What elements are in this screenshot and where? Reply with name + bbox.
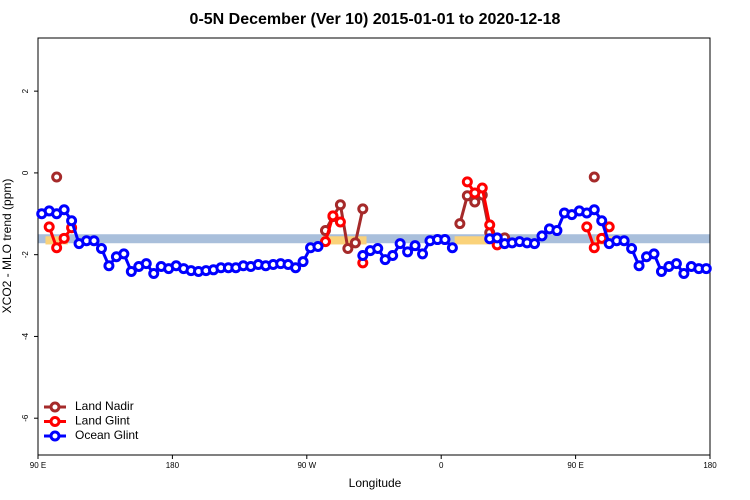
y-tick-label: 2 [21,88,30,93]
series-point [327,210,339,222]
legend-marker [49,401,61,413]
y-tick-label: -2 [21,251,30,259]
series-point [297,256,309,268]
series-point [334,199,346,211]
series-point [648,248,660,260]
series-point [626,243,638,255]
land-band [321,236,367,245]
series-point [95,243,107,255]
legend-marker [49,416,61,427]
series-point [596,215,608,227]
y-tick-label: -6 [21,414,30,422]
series-point [51,242,63,254]
y-axis-label: XCO2 - MLO trend (ppm) [0,179,14,314]
legend-label: Ocean Glint [75,428,139,442]
series-point [312,241,324,252]
series-point [394,238,406,250]
x-axis-label: Longitude [349,476,402,490]
series-point [103,260,115,272]
series-point [417,248,429,260]
series-point [58,204,70,216]
series-point [439,234,451,246]
legend-label: Land Glint [75,414,130,428]
series-point [387,249,399,261]
series-point [342,243,354,255]
series-point [461,176,473,188]
x-tick-label: 90 E [30,461,46,470]
series-point [588,171,600,183]
series-point [140,258,152,270]
series-point [655,265,667,277]
series-point [290,262,302,274]
plot-frame [37,37,711,456]
series-point [357,249,369,261]
series-point [51,171,63,183]
series-point [588,242,600,254]
series-point [596,232,608,244]
series-point [529,238,541,250]
series-point [678,267,690,279]
series-point [469,196,481,208]
series-point [409,240,421,252]
series-point [349,237,361,249]
series-point [58,232,70,244]
series-point [700,263,712,275]
land-band [454,236,510,245]
land-band [45,236,68,245]
series-point [618,235,630,247]
y-tick-label: 0 [21,170,30,175]
series-point [469,187,481,199]
series-point [148,267,160,279]
series-point [633,260,645,272]
series-point [446,242,458,254]
series-point [536,230,548,242]
series-point [357,203,369,215]
series-point [43,221,55,233]
x-tick-label: 90 W [297,461,316,470]
series-point [125,265,137,277]
x-tick-label: 180 [703,461,717,470]
series-point [581,221,593,233]
series-point [484,219,496,231]
series-point [66,215,78,227]
chart-title: 0-5N December (Ver 10) 2015-01-01 to 202… [190,11,561,28]
x-tick-label: 0 [439,461,444,470]
series-point [372,243,384,255]
series-point [454,218,466,230]
series-point [588,204,600,216]
x-tick-label: 180 [166,461,180,470]
series-point [670,258,682,270]
series-point [551,225,563,237]
series-point [402,246,414,258]
y-tick-label: -4 [21,332,30,340]
series-point [334,216,346,228]
series-point [118,248,130,260]
series-point [603,221,615,233]
series-point [88,235,100,247]
legend-label: Land Nadir [75,399,134,413]
x-tick-label: 90 E [567,461,583,470]
series-point [319,236,331,248]
series-point [491,232,503,244]
legend-marker [49,430,61,442]
reference-band [38,234,710,244]
series-point [476,182,488,194]
